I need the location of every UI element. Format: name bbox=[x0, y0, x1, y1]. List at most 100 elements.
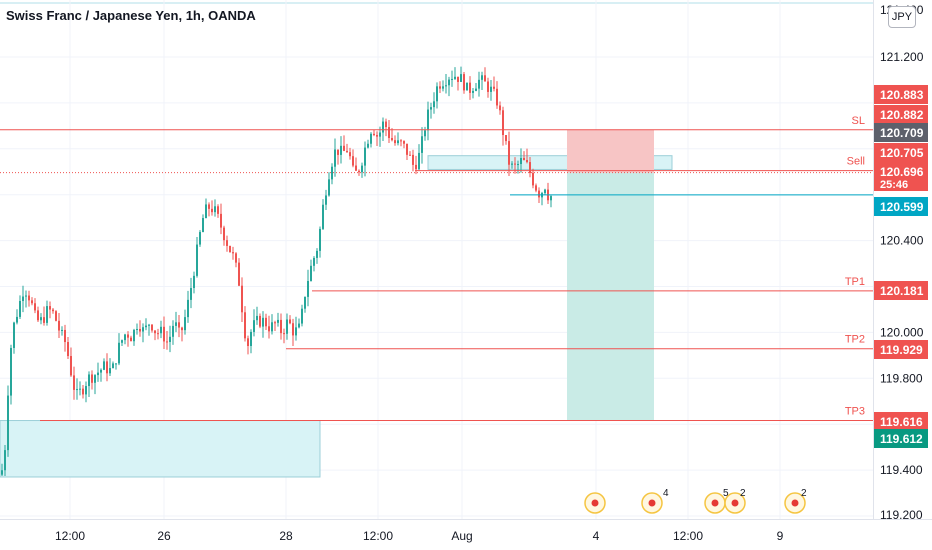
level-label-sl: SL bbox=[852, 115, 865, 127]
price-tag-label: 120.181 bbox=[880, 284, 924, 298]
candle-body bbox=[319, 228, 321, 251]
candle-body bbox=[505, 135, 507, 142]
candle-body bbox=[382, 121, 384, 133]
candle-body bbox=[22, 296, 24, 301]
x-tick-label: 28 bbox=[279, 529, 293, 543]
candle-body bbox=[271, 322, 273, 332]
candle-body bbox=[97, 372, 99, 376]
candle-body bbox=[199, 232, 201, 245]
candle-body bbox=[343, 145, 345, 151]
price-tag-label: 120.709 bbox=[880, 126, 924, 140]
candle-body bbox=[160, 326, 162, 334]
candle-body bbox=[79, 388, 81, 390]
candle-body bbox=[427, 109, 429, 131]
candle-body bbox=[70, 356, 72, 376]
candle-body bbox=[502, 110, 504, 136]
candle-body bbox=[445, 85, 447, 87]
x-tick-label: 9 bbox=[777, 529, 784, 543]
candle-body bbox=[469, 82, 471, 93]
price-tag bbox=[874, 123, 928, 142]
candle-body bbox=[499, 105, 501, 111]
candle-body bbox=[529, 162, 531, 173]
candle-body bbox=[310, 265, 312, 281]
candle-body bbox=[388, 127, 390, 139]
candle-body bbox=[346, 150, 348, 153]
candle-body bbox=[544, 189, 546, 194]
candle-body bbox=[118, 342, 120, 364]
candle-body bbox=[253, 320, 255, 332]
event-count-badge: 2 bbox=[740, 488, 746, 499]
candle-body bbox=[361, 165, 363, 173]
candle-body bbox=[301, 308, 303, 324]
candle-body bbox=[190, 288, 192, 300]
candle-body bbox=[460, 74, 462, 82]
candle-body bbox=[466, 82, 468, 91]
candle-body bbox=[151, 324, 153, 331]
candle-body bbox=[406, 143, 408, 155]
event-dot bbox=[591, 499, 599, 507]
candle-body bbox=[211, 208, 213, 213]
candle-body bbox=[121, 340, 123, 343]
candle-body bbox=[103, 361, 105, 370]
candle-body bbox=[454, 76, 456, 79]
chart-title: Swiss Franc / Japanese Yen, 1h, OANDA bbox=[6, 8, 256, 23]
y-tick-label: 119.800 bbox=[880, 371, 923, 385]
candle-body bbox=[136, 328, 138, 330]
level-label-tp2: TP2 bbox=[845, 334, 865, 346]
level-label-tp1: TP1 bbox=[845, 276, 865, 288]
price-tag-label: 119.616 bbox=[880, 415, 923, 429]
candle-body bbox=[109, 368, 111, 374]
candle-body bbox=[307, 280, 309, 297]
candle-body bbox=[487, 81, 489, 92]
event-dot bbox=[711, 499, 719, 507]
candle-body bbox=[235, 253, 237, 263]
level-label-tp3: TP3 bbox=[845, 406, 865, 418]
candle-body bbox=[523, 157, 525, 161]
time-scale-divider bbox=[0, 519, 932, 520]
candle-body bbox=[349, 152, 351, 157]
candle-body bbox=[178, 322, 180, 328]
candle-body bbox=[325, 195, 327, 205]
candle-body bbox=[244, 312, 246, 339]
candle-body bbox=[265, 317, 267, 327]
candle-body bbox=[175, 322, 177, 326]
candle-body bbox=[424, 130, 426, 137]
candle-body bbox=[418, 152, 420, 170]
candle-body bbox=[241, 285, 243, 313]
price-tag bbox=[874, 412, 928, 431]
candle-body bbox=[538, 190, 540, 198]
x-tick-label: 12:00 bbox=[673, 529, 703, 543]
candle-body bbox=[355, 165, 357, 171]
candle-body bbox=[31, 300, 33, 304]
candle-body bbox=[229, 245, 231, 253]
candle-body bbox=[142, 327, 144, 332]
x-tick-label: Aug bbox=[451, 529, 472, 543]
price-tag-label: 120.599 bbox=[880, 200, 924, 214]
candle-body bbox=[298, 323, 300, 328]
candle-body bbox=[397, 140, 399, 144]
candle-body bbox=[193, 275, 195, 289]
y-tick-label: 119.200 bbox=[880, 508, 923, 522]
price-tag bbox=[874, 340, 928, 359]
candle-body bbox=[208, 204, 210, 209]
currency-button[interactable]: JPY bbox=[888, 6, 916, 28]
candle-body bbox=[1, 470, 3, 475]
candle-body bbox=[133, 329, 135, 342]
x-tick-label: 4 bbox=[593, 529, 600, 543]
candle-body bbox=[46, 306, 48, 323]
candle-body bbox=[367, 143, 369, 148]
candle-body bbox=[202, 218, 204, 233]
candle-body bbox=[19, 300, 21, 317]
candle-body bbox=[256, 315, 258, 321]
candle-body bbox=[226, 240, 228, 246]
candle-body bbox=[106, 361, 108, 374]
candle-body bbox=[415, 164, 417, 170]
candle-body bbox=[145, 325, 147, 328]
candle-body bbox=[493, 86, 495, 89]
candle-body bbox=[4, 450, 6, 471]
candle-body bbox=[43, 317, 45, 323]
candle-body bbox=[34, 303, 36, 311]
candle-body bbox=[526, 160, 528, 163]
candle-body bbox=[481, 75, 483, 80]
